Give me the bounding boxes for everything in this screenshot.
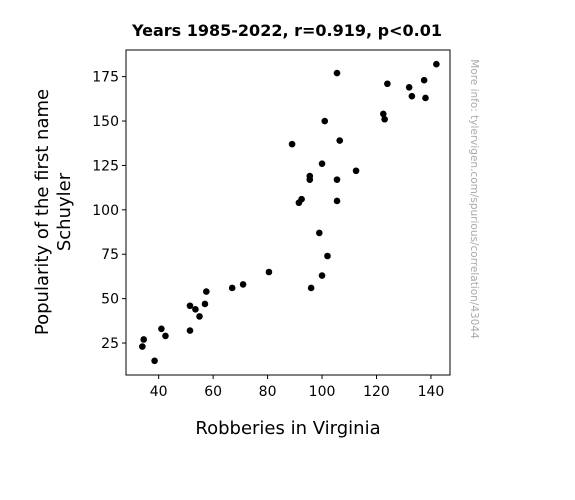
- data-point-22: [318, 160, 326, 167]
- data-point-26: [333, 176, 341, 183]
- data-point-1: [140, 336, 147, 343]
- x-tick-label-1: 60: [204, 384, 222, 400]
- y-axis-ticks: 25 50 75 100 125 150 175: [92, 70, 126, 352]
- data-point-3: [158, 325, 165, 333]
- source-watermark: More info: tylervigen.com/spurious/corre…: [468, 59, 480, 339]
- data-point-0: [139, 343, 146, 350]
- data-point-4: [162, 332, 169, 340]
- data-point-24: [324, 252, 331, 260]
- data-point-30: [379, 110, 387, 118]
- y-tick-label-4: 125: [92, 158, 119, 174]
- data-point-13: [265, 268, 273, 276]
- y-axis-label-line2: Schuyler: [54, 172, 75, 251]
- plot-area-frame: [125, 49, 451, 376]
- data-point-34: [408, 92, 416, 100]
- y-axis-label-line1: Popularity of the first name: [32, 89, 53, 335]
- data-point-7: [192, 305, 199, 313]
- data-point-25: [333, 69, 341, 77]
- x-tick-label-2: 80: [259, 384, 277, 400]
- x-tick-label-4: 120: [363, 384, 390, 400]
- data-point-2: [151, 357, 158, 365]
- data-point-29: [352, 167, 360, 175]
- data-point-19: [307, 284, 315, 292]
- y-tick-label-6: 175: [92, 70, 119, 86]
- y-tick-label-1: 50: [101, 292, 119, 308]
- data-point-33: [405, 83, 413, 91]
- data-point-9: [201, 300, 209, 308]
- data-point-27: [333, 197, 341, 205]
- data-point-8: [196, 313, 203, 320]
- data-point-31: [381, 115, 388, 123]
- data-point-23: [321, 117, 329, 125]
- data-point-12: [239, 281, 247, 288]
- y-tick-label-3: 100: [92, 203, 119, 219]
- x-tick-label-5: 140: [418, 384, 445, 400]
- x-axis-label: Robberies in Virginia: [195, 418, 380, 439]
- data-point-14: [288, 140, 296, 148]
- x-axis-ticks: 40 60 80 100 120 140: [150, 375, 445, 400]
- x-tick-label-0: 40: [150, 384, 168, 400]
- data-point-6: [186, 327, 194, 334]
- data-point-37: [433, 60, 440, 68]
- y-tick-label-2: 75: [101, 247, 119, 263]
- data-point-35: [420, 76, 428, 84]
- data-point-5: [186, 302, 194, 310]
- data-point-16: [298, 195, 305, 203]
- data-point-32: [384, 80, 391, 88]
- data-point-21: [318, 272, 326, 279]
- data-point-18: [306, 176, 314, 183]
- data-point-36: [422, 94, 429, 102]
- y-tick-label-5: 150: [92, 114, 119, 130]
- data-point-28: [336, 137, 344, 144]
- y-tick-label-0: 25: [101, 336, 119, 352]
- x-tick-label-3: 100: [309, 384, 336, 400]
- data-points: [139, 60, 440, 365]
- data-point-20: [316, 229, 323, 237]
- chart-title: Years 1985-2022, r=0.919, p<0.01: [131, 21, 442, 40]
- data-point-11: [228, 284, 236, 292]
- data-point-10: [203, 288, 210, 295]
